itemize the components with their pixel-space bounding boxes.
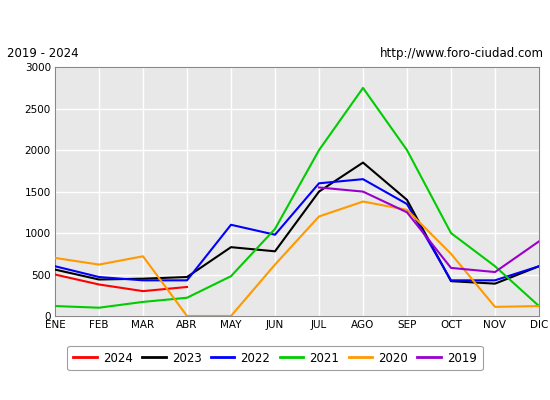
Text: http://www.foro-ciudad.com: http://www.foro-ciudad.com — [379, 47, 543, 60]
Text: Evolucion Nº Turistas Nacionales en el municipio de El Losar del Barco: Evolucion Nº Turistas Nacionales en el m… — [41, 14, 509, 28]
Text: 2019 - 2024: 2019 - 2024 — [7, 47, 78, 60]
Legend: 2024, 2023, 2022, 2021, 2020, 2019: 2024, 2023, 2022, 2021, 2020, 2019 — [68, 346, 482, 370]
